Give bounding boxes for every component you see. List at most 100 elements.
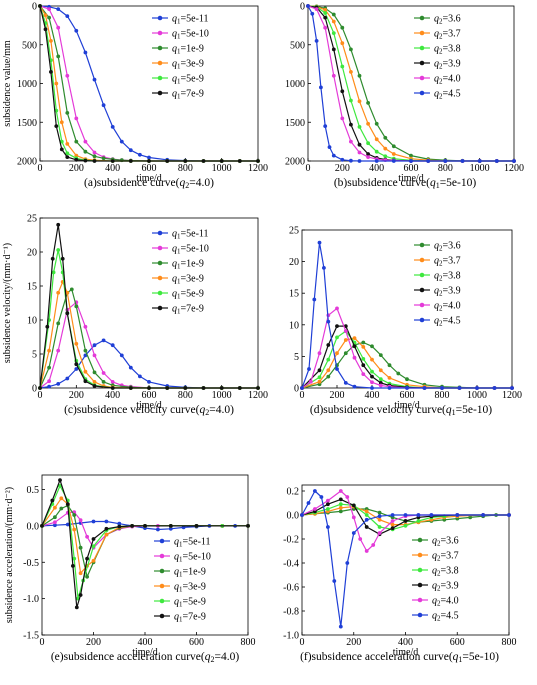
data-point [357, 150, 362, 155]
data-point [371, 543, 376, 547]
data-point [340, 89, 345, 94]
y-tick-label: 0 [294, 384, 299, 395]
data-point [83, 139, 88, 144]
data-point [340, 116, 345, 121]
data-point [83, 348, 88, 353]
legend-label: q2=3.7 [432, 551, 459, 563]
data-point [361, 357, 366, 361]
chart-panel-c: 0 200 400 600 800 1000 1200 0 5 10 15 20 25 time/d sub… [2, 214, 268, 418]
data-point [349, 122, 353, 127]
data-point [477, 159, 482, 163]
legend-label: q2=3.7 [434, 29, 461, 41]
data-point [104, 526, 109, 531]
legend-marker [157, 15, 163, 21]
data-point [340, 25, 345, 30]
x-tick-label: 400 [365, 390, 380, 401]
y-tick-label: 0.0 [27, 521, 40, 532]
data-point [128, 386, 133, 390]
x-tick-label: 200 [69, 163, 84, 174]
data-point [351, 515, 356, 520]
y-tick-label: 5 [294, 352, 299, 363]
series-line-3 [307, 5, 514, 162]
x-axis-label: time/d [132, 647, 158, 658]
data-point [59, 120, 64, 125]
data-point [49, 70, 53, 74]
data-point [53, 515, 57, 520]
data-point [332, 579, 337, 583]
data-point [91, 544, 96, 549]
data-point [310, 11, 315, 16]
legend-marker [157, 30, 163, 36]
data-point [317, 375, 322, 380]
data-point [409, 153, 413, 158]
data-point [366, 121, 370, 126]
data-point [147, 380, 151, 384]
data-point [59, 496, 64, 501]
data-point [387, 376, 392, 380]
y-tick-label: -1.5 [23, 631, 39, 642]
data-point [156, 527, 160, 532]
x-tick-label: 400 [398, 637, 413, 648]
y-tick-label: 25 [27, 214, 37, 225]
data-point [335, 306, 339, 311]
data-point [300, 386, 304, 390]
data-point [457, 386, 462, 390]
data-point [319, 495, 324, 499]
legend-label: q1=7e-9 [172, 304, 204, 316]
legend-marker [157, 290, 163, 296]
data-point [83, 353, 88, 358]
data-point [256, 159, 260, 163]
y-tick-label: 0 [32, 384, 37, 395]
data-point [313, 489, 317, 493]
legend-label: q2=3.6 [434, 14, 461, 26]
data-point [256, 386, 260, 390]
data-point [335, 367, 339, 371]
y-tick-label: 0 [300, 2, 305, 13]
plot-frame [307, 5, 515, 162]
data-point [47, 379, 51, 384]
data-point [370, 357, 374, 362]
data-point [85, 556, 89, 561]
data-point [119, 353, 124, 358]
data-point [117, 521, 122, 526]
data-point [78, 593, 83, 597]
legend-label: q2=3.9 [434, 59, 461, 71]
data-point [306, 4, 310, 8]
data-point [429, 513, 434, 517]
y-tick-label: -1.0 [23, 594, 39, 605]
series-line-2 [307, 5, 514, 162]
data-point [338, 505, 343, 510]
legend-label: q2=3.8 [434, 271, 461, 283]
data-point [357, 142, 362, 147]
data-point [361, 363, 366, 368]
legend-marker [417, 552, 423, 558]
y-tick-label: 1000 [285, 79, 305, 90]
data-point [377, 510, 382, 515]
data-point [56, 248, 61, 252]
data-point [119, 139, 124, 144]
legend-marker [419, 317, 425, 323]
legend-label: q2=4.0 [434, 74, 461, 86]
legend-marker [157, 275, 163, 281]
data-point [54, 124, 59, 128]
data-point [56, 54, 61, 59]
y-tick-label: 1500 [17, 118, 37, 129]
legend-marker [159, 553, 165, 559]
data-point [349, 70, 353, 74]
data-point [128, 159, 133, 163]
legend-marker [157, 90, 163, 96]
data-point [383, 154, 388, 159]
data-point [361, 340, 366, 345]
x-tick-label: 400 [369, 163, 384, 174]
data-point [352, 384, 357, 389]
data-point [331, 73, 336, 78]
data-point [65, 522, 70, 527]
data-point [370, 344, 374, 349]
data-point [201, 386, 206, 390]
y-tick-label: -0.5 [23, 558, 39, 569]
data-point [331, 19, 336, 24]
legend-marker [157, 305, 163, 311]
data-point [147, 159, 151, 163]
series-line-6 [39, 224, 258, 389]
data-point [47, 384, 51, 389]
